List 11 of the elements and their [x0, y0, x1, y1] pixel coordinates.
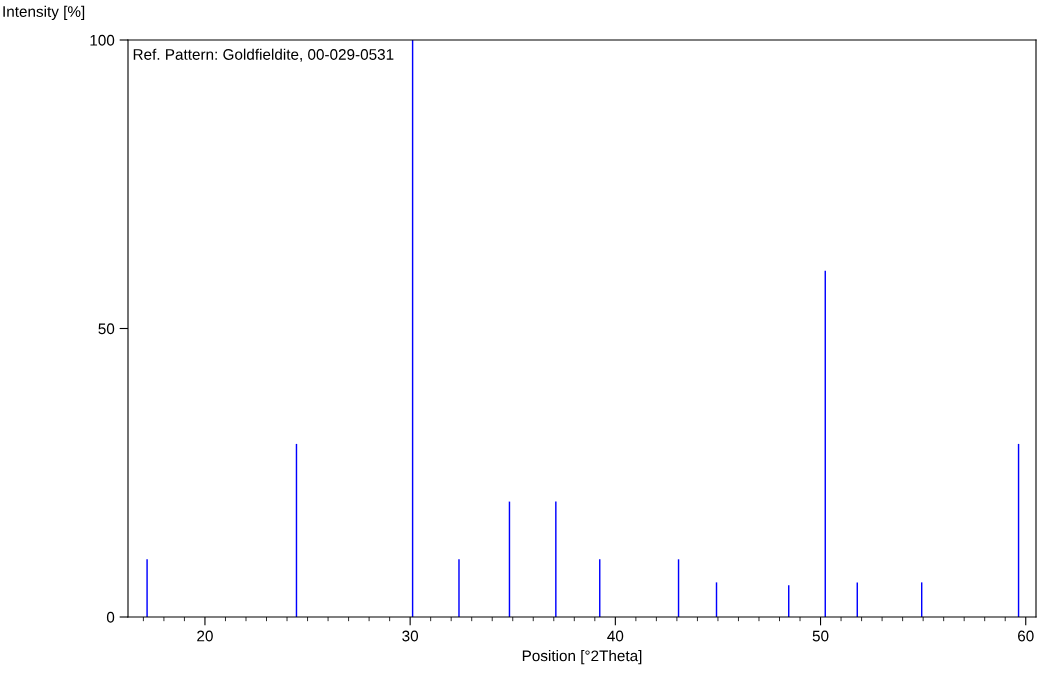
x-axis-title: Position [°2Theta] [522, 649, 642, 665]
x-tick-label: 60 [1018, 630, 1034, 642]
x-tick-label: 40 [607, 630, 624, 642]
y-tick-label: 50 [98, 323, 115, 335]
x-tick-label: 20 [197, 630, 213, 642]
annotation: Ref. Pattern: Goldfieldite, 00-029-0531 [133, 48, 394, 62]
y-tick-label: 100 [90, 34, 115, 46]
y-axis-title: Intensity [%] [3, 5, 85, 20]
x-tick-label: 50 [812, 630, 829, 642]
y-tick-label: 0 [106, 611, 115, 623]
x-tick-label: 30 [402, 630, 419, 642]
